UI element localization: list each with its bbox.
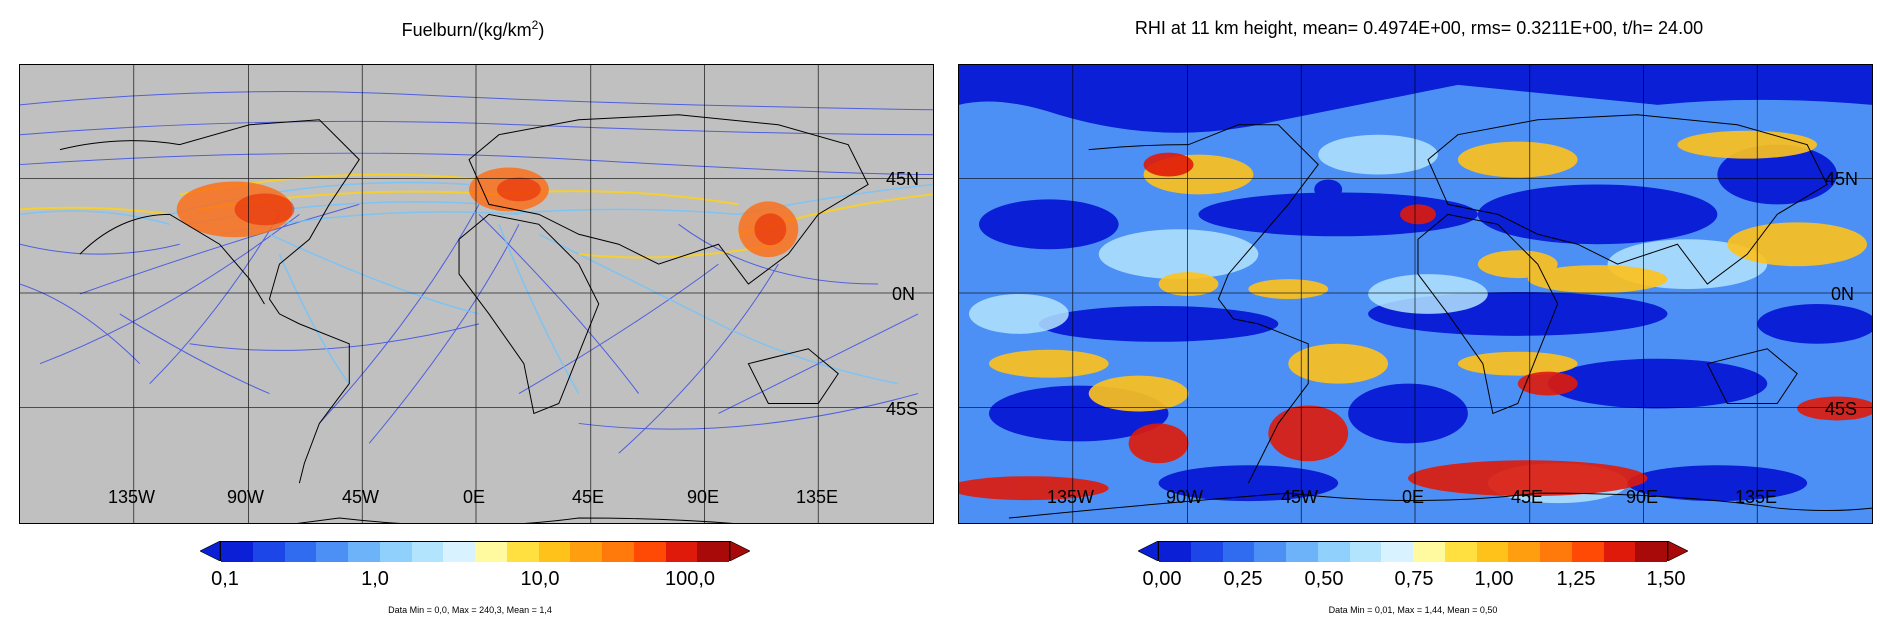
lon-label-135e: 135E (796, 487, 839, 507)
rhi-title: RHI at 11 km height, mean= 0.4974E+00, r… (1134, 18, 1704, 38)
colorbar-bin (1508, 542, 1540, 562)
colorbar-bin (1603, 542, 1636, 562)
lat-label-45s: 45S (1825, 399, 1858, 419)
colorbar-tick: 1,25 (1556, 568, 1596, 590)
colorbar-bin (1540, 542, 1572, 562)
rhi-map: 45N 0N 45S 135W 90W 45W 0E 45E 90E 135E (958, 64, 1873, 524)
colorbar-bin (1444, 542, 1477, 562)
lon-label-90e: 90E (1626, 487, 1659, 507)
colorbar-bin (1635, 542, 1667, 562)
colorbar-bin (570, 542, 602, 562)
lon-label-90w: 90W (1166, 487, 1204, 507)
lon-label-45w: 45W (342, 487, 380, 507)
colorbar-bin (1317, 542, 1350, 562)
lon-label-45e: 45E (1511, 487, 1544, 507)
colorbar-bin (1476, 542, 1509, 562)
colorbar-bin (1349, 542, 1382, 562)
colorbar-tick: 1,50 (1646, 568, 1686, 590)
colorbar-bin (252, 542, 285, 562)
colorbar-tick: 0,1 (211, 568, 239, 590)
colorbar-bin (316, 542, 348, 562)
colorbar-bin (538, 542, 571, 562)
colorbar-tick: 0,00 (1142, 568, 1182, 590)
colorbar-bin (602, 542, 634, 562)
colorbar-bin (284, 542, 317, 562)
lon-label-0e: 0E (463, 487, 486, 507)
colorbar-bin (411, 542, 444, 562)
colorbar-bin (1159, 542, 1191, 562)
colorbar-over-arrow (730, 541, 750, 561)
colorbar-bin (379, 542, 412, 562)
left-panel: Fuelburn/(kg/km2) (19, 18, 934, 615)
colorbar-bin (1222, 542, 1255, 562)
lon-label-0e: 0E (1402, 487, 1425, 507)
colorbar-tick: 1,00 (1474, 568, 1514, 590)
lon-label-135e: 135E (1735, 487, 1778, 507)
lat-label-45n: 45N (886, 169, 920, 189)
lat-label-45n: 45N (1825, 169, 1859, 189)
colorbar-bin (1413, 542, 1445, 562)
colorbar-bin (1381, 542, 1413, 562)
colorbar-tick: 100,0 (664, 568, 716, 590)
colorbar-tick: 1,0 (361, 568, 389, 590)
colorbar-bin (443, 542, 475, 562)
lon-label-90e: 90E (687, 487, 720, 507)
colorbar-under-arrow (1138, 541, 1158, 561)
colorbar-bin (475, 542, 507, 562)
lat-label-0n: 0N (1831, 284, 1855, 304)
colorbar-under-arrow (200, 541, 220, 561)
colorbar-tick: 0,50 (1304, 568, 1344, 590)
lon-label-45w: 45W (1281, 487, 1319, 507)
data-stats: Data Min = 0,0, Max = 240,3, Mean = 1,4 (388, 605, 552, 615)
colorbar-bin (221, 542, 253, 562)
colorbar-bin (348, 542, 380, 562)
colorbar-bin (665, 542, 698, 562)
data-stats: Data Min = 0,01, Max = 1,44, Mean = 0,50 (1328, 605, 1498, 615)
colorbar-bin (1286, 542, 1318, 562)
colorbar-bins (1158, 541, 1668, 562)
colorbar-tick: 10,0 (520, 568, 560, 590)
colorbar-over-arrow (1668, 541, 1688, 561)
colorbar-tick: 0,25 (1223, 568, 1263, 590)
colorbar-bin (1571, 542, 1604, 562)
colorbar-bin (1254, 542, 1286, 562)
lon-label-135w: 135W (1047, 487, 1095, 507)
lon-label-135w: 135W (108, 487, 156, 507)
colorbar-bins (220, 541, 730, 562)
colorbar-bin (633, 542, 666, 562)
lat-label-45s: 45S (886, 399, 919, 419)
colorbar-bin (1190, 542, 1223, 562)
lat-label-0n: 0N (892, 284, 916, 304)
colorbar-bin (506, 542, 539, 562)
fuelburn-title: Fuelburn/(kg/km2) (401, 18, 545, 40)
colorbar-tick: 0,75 (1394, 568, 1434, 590)
colorbar-bin (697, 542, 729, 562)
lon-label-90w: 90W (227, 487, 265, 507)
fuelburn-map: 45N 0N 45S 135W 90W 45W 0E 45E 90E 135E (19, 64, 934, 524)
right-panel: RHI at 11 km height, mean= 0.4974E+00, r… (946, 0, 1892, 632)
lon-label-45e: 45E (572, 487, 605, 507)
